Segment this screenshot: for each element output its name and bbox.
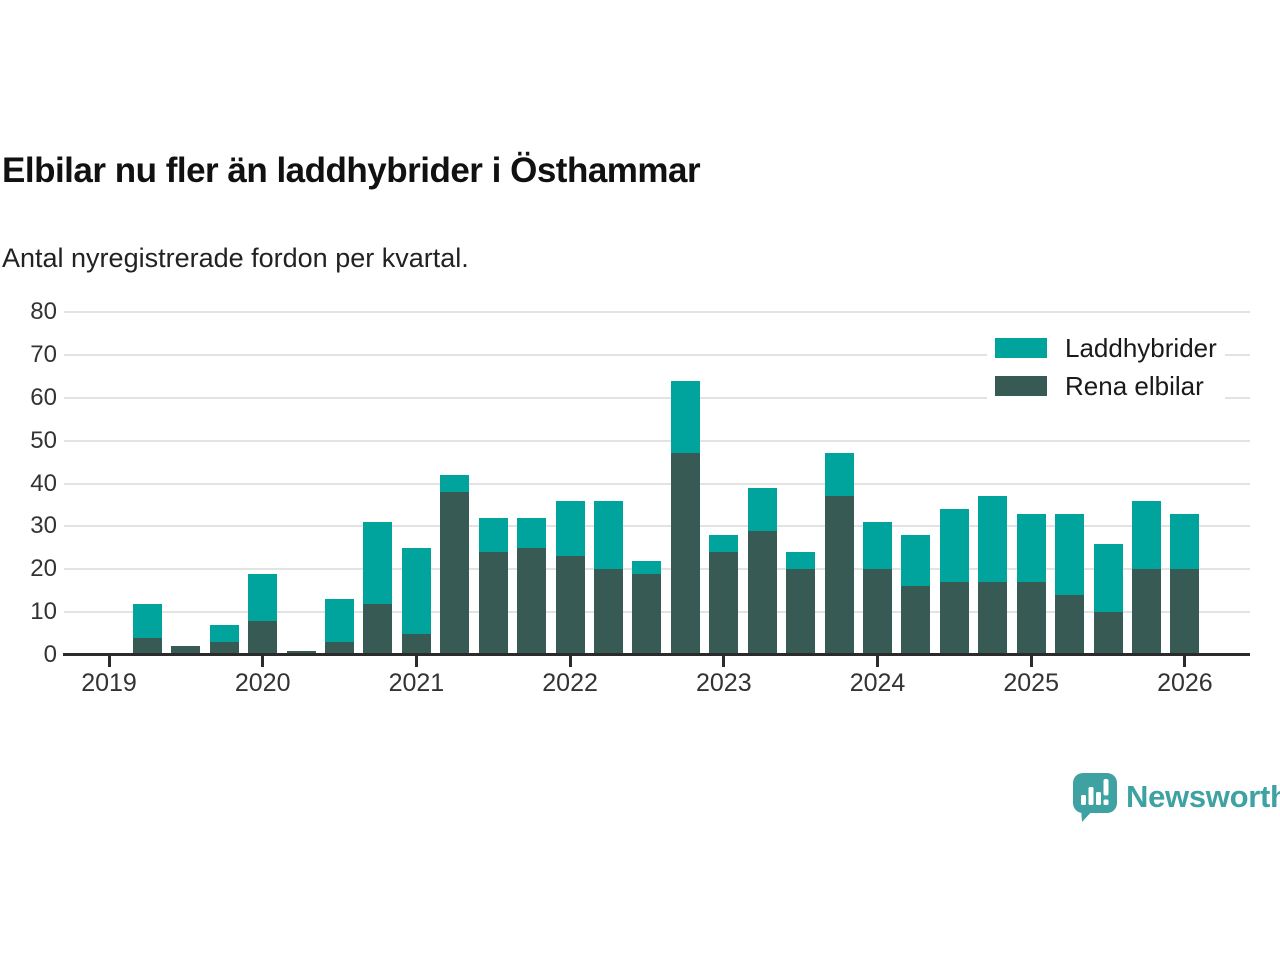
- bar-2023-Q4-rena-elbilar: [824, 496, 854, 655]
- bar-2020-Q4-laddhybrider: [363, 522, 393, 604]
- bar-2025-Q4-laddhybrider: [1131, 500, 1161, 570]
- bar-2022-Q2-rena-elbilar: [594, 569, 624, 655]
- bar-2023-Q3-rena-elbilar: [786, 569, 816, 655]
- legend-swatch-laddhybrider: [995, 338, 1047, 358]
- bar-2019-Q2-rena-elbilar: [132, 637, 162, 655]
- bar-2022-Q3-laddhybrider: [632, 560, 662, 574]
- x-axis-tick-2019: [107, 656, 111, 667]
- bar-2020-Q4-rena-elbilar: [363, 603, 393, 655]
- x-axis-tick-2025: [1029, 656, 1033, 667]
- x-axis-tick-2026: [1183, 656, 1187, 667]
- bar-2020-Q1-laddhybrider: [248, 573, 278, 621]
- bar-2024-Q4-laddhybrider: [978, 496, 1008, 583]
- brand-name: Newsworthy: [1126, 779, 1280, 814]
- x-axis-tick-2023: [722, 656, 726, 667]
- bar-2023-Q3-laddhybrider: [786, 552, 816, 570]
- y-axis-label-50: 50: [30, 426, 57, 454]
- x-axis-line: [63, 653, 1250, 656]
- bar-2024-Q2-laddhybrider: [901, 534, 931, 587]
- bar-2021-Q3-laddhybrider: [478, 517, 508, 553]
- bar-2024-Q1-laddhybrider: [863, 522, 892, 570]
- y-axis-label-0: 0: [43, 641, 57, 668]
- bar-2022-Q4-laddhybrider: [670, 380, 700, 454]
- bar-2022-Q2-laddhybrider: [594, 500, 624, 570]
- gridline-30: [64, 525, 1250, 528]
- y-axis-label-80: 80: [30, 298, 57, 325]
- bar-2025-Q2-laddhybrider: [1055, 513, 1085, 595]
- bar-2023-Q2-laddhybrider: [747, 487, 777, 531]
- legend-label-rena-elbilar: Rena elbilar: [1065, 370, 1204, 401]
- bar-2025-Q4-rena-elbilar: [1131, 569, 1161, 655]
- x-axis-tick-2020: [261, 656, 265, 667]
- bar-2024-Q3-rena-elbilar: [939, 582, 969, 655]
- bar-2026-Q1-laddhybrider: [1170, 513, 1200, 570]
- bar-2022-Q1-rena-elbilar: [555, 556, 585, 655]
- x-axis-label-2021: 2021: [388, 669, 445, 697]
- newsworthy-logo-icon: [1073, 773, 1117, 822]
- bar-2021-Q1-laddhybrider: [401, 547, 431, 634]
- bar-2021-Q2-rena-elbilar: [440, 492, 470, 655]
- bar-2024-Q2-rena-elbilar: [901, 586, 931, 655]
- bar-2025-Q3-rena-elbilar: [1093, 612, 1123, 655]
- brand-footer: Newsworthy: [1072, 772, 1280, 822]
- y-axis-label-40: 40: [30, 469, 57, 497]
- bar-2021-Q4-laddhybrider: [517, 517, 547, 548]
- y-axis-label-20: 20: [30, 555, 57, 583]
- bar-2023-Q1-rena-elbilar: [709, 552, 739, 655]
- gridline-50: [64, 439, 1250, 442]
- x-axis-label-2023: 2023: [695, 669, 752, 697]
- x-axis-label-2019: 2019: [81, 669, 137, 697]
- bar-2025-Q3-laddhybrider: [1093, 543, 1123, 613]
- x-axis-tick-2022: [568, 656, 572, 667]
- y-axis-label-30: 30: [30, 512, 57, 540]
- bar-2020-Q1-rena-elbilar: [248, 620, 278, 655]
- bar-2019-Q3-rena-elbilar: [171, 646, 201, 655]
- bar-2020-Q3-rena-elbilar: [325, 642, 355, 655]
- bar-2025-Q1-laddhybrider: [1016, 513, 1046, 583]
- bar-2022-Q1-laddhybrider: [555, 500, 585, 557]
- bar-2024-Q4-rena-elbilar: [978, 582, 1008, 655]
- bar-2023-Q1-laddhybrider: [709, 534, 739, 553]
- legend-item-rena-elbilar: Rena elbilar: [995, 367, 1217, 405]
- x-axis-label-2026: 2026: [1157, 669, 1213, 697]
- bar-2025-Q2-rena-elbilar: [1055, 594, 1085, 655]
- x-axis-label-2024: 2024: [849, 669, 906, 697]
- y-axis-label-60: 60: [30, 383, 57, 411]
- bar-2026-Q1-rena-elbilar: [1170, 569, 1200, 655]
- bar-2019-Q4-laddhybrider: [209, 624, 239, 643]
- legend-label-laddhybrider: Laddhybrider: [1065, 332, 1217, 363]
- x-axis-tick-2024: [876, 656, 879, 667]
- chart-subtitle: Antal nyregistrerade fordon per kvartal.: [2, 243, 469, 273]
- bar-2025-Q1-rena-elbilar: [1016, 582, 1046, 655]
- bar-2022-Q3-rena-elbilar: [632, 573, 662, 655]
- legend-swatch-rena-elbilar: [995, 376, 1047, 396]
- bar-2024-Q1-rena-elbilar: [863, 569, 892, 655]
- gridline-70: [64, 353, 1250, 356]
- gridline-80: [64, 311, 1250, 313]
- bar-2019-Q2-laddhybrider: [132, 603, 162, 638]
- legend: Laddhybrider Rena elbilar: [987, 329, 1225, 405]
- gridline-40: [64, 482, 1250, 485]
- legend-item-laddhybrider: Laddhybrider: [995, 329, 1217, 367]
- bar-2019-Q4-rena-elbilar: [209, 642, 239, 655]
- bar-2020-Q2-rena-elbilar: [286, 650, 316, 655]
- bar-2021-Q4-rena-elbilar: [517, 547, 547, 655]
- x-axis-label-2020: 2020: [234, 669, 291, 697]
- y-axis-label-10: 10: [30, 598, 57, 626]
- gridline-60: [64, 396, 1250, 399]
- bar-2021-Q3-rena-elbilar: [478, 552, 508, 655]
- x-axis-label-2022: 2022: [542, 669, 598, 697]
- bar-2023-Q4-laddhybrider: [824, 453, 854, 497]
- chart-title: Elbilar nu fler än laddhybrider i Östham…: [2, 151, 701, 190]
- bar-2024-Q3-laddhybrider: [939, 509, 969, 583]
- bar-2020-Q3-laddhybrider: [325, 599, 355, 643]
- bar-2021-Q1-rena-elbilar: [401, 633, 431, 655]
- x-axis-label-2025: 2025: [1003, 669, 1059, 697]
- y-axis-label-70: 70: [30, 340, 57, 368]
- bar-2023-Q2-rena-elbilar: [747, 530, 777, 655]
- x-axis-tick-2021: [414, 656, 418, 667]
- bar-2022-Q4-rena-elbilar: [670, 453, 700, 655]
- bar-2021-Q2-laddhybrider: [440, 474, 470, 493]
